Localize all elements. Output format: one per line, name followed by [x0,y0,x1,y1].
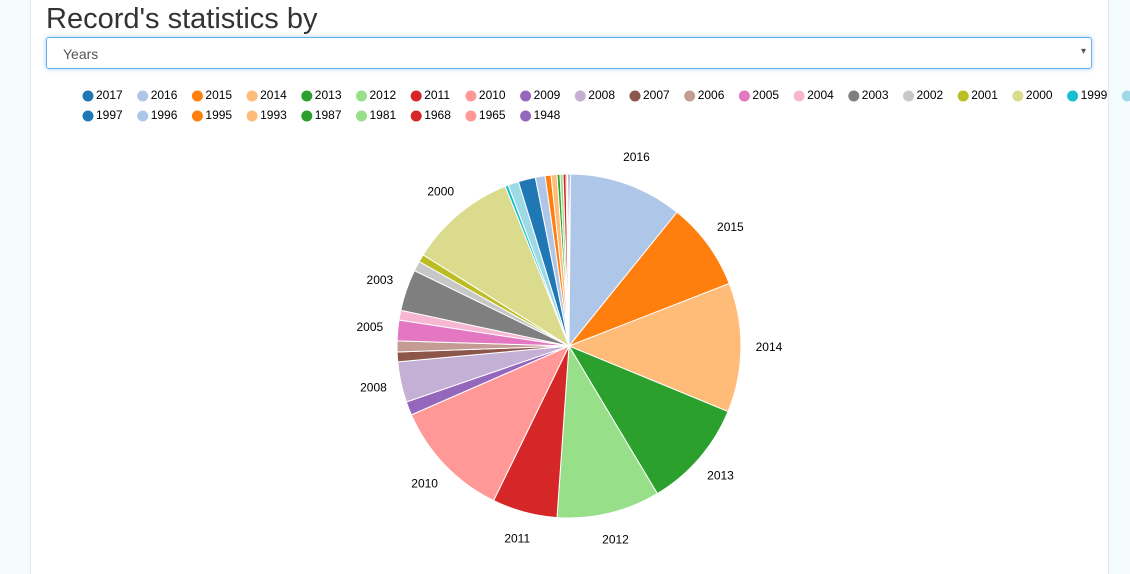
legend-label[interactable]: 1995 [205,108,232,122]
legend-label[interactable]: 1948 [534,108,561,122]
legend-marker[interactable] [684,90,696,102]
legend-label[interactable]: 2015 [205,88,232,102]
pie-slice [567,344,729,495]
legend-label[interactable]: 2012 [370,88,397,102]
legend-marker[interactable] [301,90,313,102]
legend-marker[interactable] [410,110,422,122]
select-value: Years [63,46,99,62]
slice-label: 2000 [427,185,454,199]
slice-label: 2016 [623,150,650,164]
legend-marker[interactable] [246,90,258,102]
slice-label: 2010 [411,477,438,491]
legend-label[interactable]: 2009 [534,88,561,102]
legend-marker[interactable] [137,90,149,102]
legend-label[interactable]: 2008 [588,88,615,102]
legend-label[interactable]: 2016 [151,88,178,102]
legend-marker[interactable] [465,90,477,102]
legend-marker[interactable] [848,90,860,102]
slice-label: 2012 [602,533,629,547]
slice-label: 2005 [356,320,383,334]
legend-label[interactable]: 1993 [260,108,287,122]
pie-slice [410,344,571,502]
pie-slice [556,344,659,519]
legend-marker[interactable] [410,90,422,102]
legend-label[interactable]: 2007 [643,88,670,102]
legend-marker[interactable] [1121,90,1130,102]
legend-label[interactable]: 2014 [260,88,287,102]
slice-label: 2014 [756,340,783,354]
legend-marker[interactable] [520,110,532,122]
legend-label[interactable]: 1999 [1081,88,1108,102]
legend-marker[interactable] [191,110,203,122]
legend-label[interactable]: 2000 [1026,88,1053,102]
legend-label[interactable]: 2005 [752,88,779,102]
legend-label[interactable]: 2002 [917,88,944,102]
select-arrow: ▾ [1080,46,1086,57]
legend-label[interactable]: 2004 [807,88,834,102]
legend-marker[interactable] [301,110,313,122]
slice-label: 2003 [367,273,394,287]
legend-label[interactable]: 2017 [96,88,123,102]
legend-label[interactable]: 2011 [424,88,450,102]
legend-label[interactable]: 2010 [479,88,506,102]
legend-label[interactable]: 1996 [151,108,178,122]
legend-marker[interactable] [629,90,641,102]
pie-slice [567,282,742,413]
legend-label[interactable]: 2001 [971,88,998,102]
legend-marker[interactable] [520,90,532,102]
pie-slice [567,211,730,348]
legend-marker[interactable] [574,90,586,102]
legend-marker[interactable] [738,90,750,102]
legend-label[interactable]: 1965 [479,108,506,122]
legend-marker[interactable] [903,90,914,102]
slice-label: 2011 [504,531,530,545]
legend-marker[interactable] [137,110,149,122]
page-title: Record's statistics by [46,3,318,35]
pie-slice [422,185,571,348]
legend-marker[interactable] [356,90,367,102]
slice-label: 2013 [707,469,734,483]
legend-label[interactable]: 1987 [315,108,342,122]
legend-label[interactable]: 2006 [698,88,725,102]
select[interactable]: Years ▾ [46,37,1092,69]
legend-label[interactable]: 2013 [315,88,342,102]
legend-marker[interactable] [356,110,367,122]
legend-marker[interactable] [793,90,805,102]
legend-label[interactable]: 2003 [862,88,889,102]
legend-marker[interactable] [82,90,94,102]
slice-label: 2008 [360,380,387,394]
legend-label[interactable]: 1968 [424,108,451,122]
legend-marker[interactable] [82,110,94,122]
legend-marker[interactable] [1012,90,1024,102]
legend-marker[interactable] [191,90,203,102]
legend-marker[interactable] [465,110,477,122]
legend-label[interactable]: 1981 [370,108,397,122]
legend-label[interactable]: 1997 [96,108,123,122]
legend-marker[interactable] [957,90,969,102]
pie-slice [566,173,570,347]
legend-marker[interactable] [1067,90,1079,102]
legend-marker[interactable] [246,110,258,122]
slice-label: 2015 [717,220,744,234]
pie-slice [568,173,678,348]
